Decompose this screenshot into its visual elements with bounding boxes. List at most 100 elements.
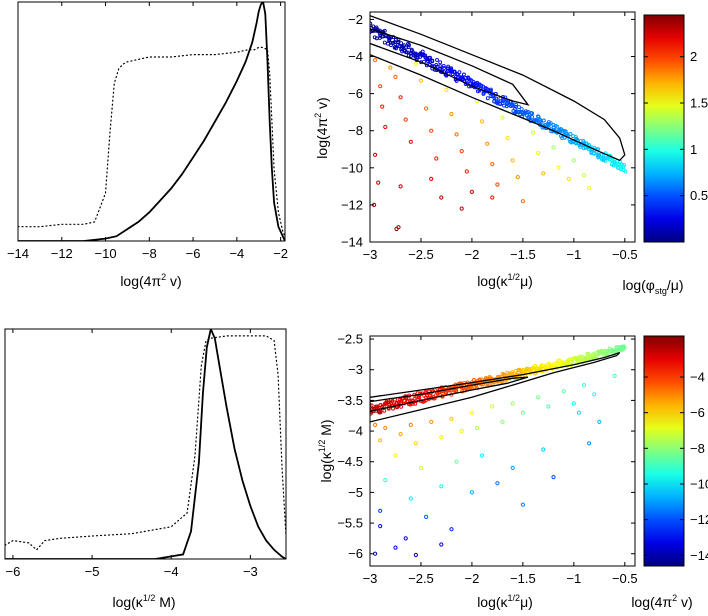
x-tick-label: −2 <box>465 571 480 586</box>
band-marker <box>438 60 443 65</box>
scatter-point <box>429 128 434 133</box>
band-marker <box>522 368 527 373</box>
x-tick-label: −3 <box>363 247 378 262</box>
scatter-point <box>429 176 434 181</box>
x-tick-label: −0.5 <box>612 247 638 262</box>
y-tick-label: −3.5 <box>337 393 363 408</box>
scatter-point <box>444 87 449 93</box>
colorbar-tick-label: 0.5 <box>690 188 708 203</box>
y-tick-label: −4.5 <box>337 454 363 469</box>
band-marker <box>530 114 535 119</box>
band-marker <box>538 119 543 124</box>
xlabel-bottom-right: log(κ1/2μ) <box>477 593 533 610</box>
band-marker <box>394 46 399 51</box>
y-tick-label: −14 <box>341 235 363 250</box>
x-tick-label: −10 <box>95 246 117 261</box>
scatter-point <box>418 78 424 83</box>
band-marker <box>517 105 521 110</box>
band-marker <box>457 70 462 75</box>
colorbar-tick-label: −6 <box>690 405 705 420</box>
y-tick-label: −2.5 <box>337 332 363 347</box>
band-marker <box>568 132 573 136</box>
x-tick-label: −14 <box>7 246 29 261</box>
scatter-point <box>403 117 408 122</box>
scatter-point <box>546 404 551 409</box>
band-marker <box>446 64 451 69</box>
scatter-point <box>454 132 459 137</box>
y-tick-label: −6 <box>348 546 363 561</box>
scatter-point <box>495 481 500 486</box>
y-tick-label: −5.5 <box>337 516 363 531</box>
band-marker <box>388 40 393 45</box>
scatter-point <box>469 189 474 194</box>
band-marker <box>614 345 619 350</box>
scatter-point <box>393 453 398 458</box>
colorbar-frame <box>643 335 685 567</box>
band-marker <box>442 65 447 70</box>
colorbar-tick-label: 2 <box>690 49 697 64</box>
xlabel-bottom-left: log(κ1/2 M) <box>112 593 175 610</box>
plot-area-p4 <box>370 344 627 558</box>
x-tick-label: −0.5 <box>612 571 638 586</box>
scatter-point <box>383 124 388 130</box>
x-tick-label: −4 <box>164 564 179 579</box>
scatter-point <box>393 545 398 550</box>
scatter-point <box>424 514 429 520</box>
scatter-point <box>439 484 444 489</box>
scatter-point <box>551 475 556 480</box>
scatter-point <box>500 115 505 120</box>
scatter-point <box>413 552 418 558</box>
band-marker <box>471 378 476 382</box>
y-tick-label: −3 <box>348 362 363 377</box>
axes-frame-p1 <box>17 1 286 242</box>
band-marker <box>407 43 411 47</box>
scatter-point <box>485 141 490 146</box>
scatter-point <box>474 425 480 431</box>
scatter-point <box>561 389 566 394</box>
band-marker <box>514 102 519 107</box>
colorbar-tick-label: −14 <box>690 548 708 563</box>
colorbar-tick-label: −4 <box>690 370 705 385</box>
scatter-point <box>531 130 536 135</box>
xlabel-top-left: log(4π2 v) <box>120 272 181 289</box>
y-tick-label: −4 <box>348 424 363 439</box>
band-marker <box>541 118 546 123</box>
scatter-point <box>449 111 454 117</box>
series-solid-p3 <box>5 329 286 559</box>
scatter-point <box>439 195 444 200</box>
scatter-point <box>449 527 454 532</box>
band-marker <box>621 344 626 349</box>
scatter-point <box>541 447 546 452</box>
scatter-point <box>424 106 429 111</box>
x-tick-label: −3 <box>363 571 378 586</box>
colorbar-tick-label: 1 <box>690 142 697 157</box>
scatter-point <box>439 435 444 440</box>
band-marker <box>623 169 628 174</box>
scatter-point <box>398 432 403 437</box>
y-tick-label: −8 <box>348 123 363 138</box>
scatter-point <box>378 508 383 513</box>
y-tick-label: −5 <box>348 485 363 500</box>
scatter-point <box>520 410 526 415</box>
scatter-point <box>398 184 403 189</box>
scatter-point <box>378 84 383 89</box>
panel-top-left: log(4π2 v) −14 −12 −10 −8 −6 −4 −2 <box>7 1 288 289</box>
panel-top-right: log(κ1/2μ) log(4π2 v) log(φstg/μ) 0.5 1 1.… <box>313 11 708 296</box>
band-marker <box>397 44 402 49</box>
scatter-point <box>408 422 413 427</box>
band-marker <box>370 411 373 416</box>
band-marker <box>539 363 544 368</box>
y-tick-label: −10 <box>341 160 363 175</box>
band-marker <box>452 69 457 74</box>
scatter-point <box>571 158 576 163</box>
x-tick-label: −2 <box>273 246 288 261</box>
scatter-point <box>500 419 505 424</box>
scatter-point <box>495 182 500 187</box>
x-tick-label: −12 <box>51 246 73 261</box>
scatter-point <box>393 74 398 80</box>
x-tick-label: −1 <box>566 247 581 262</box>
band-marker <box>399 41 404 46</box>
colorbar-fill <box>644 336 684 566</box>
band-marker <box>416 395 421 400</box>
colorbar-tick-label: −12 <box>690 512 708 527</box>
